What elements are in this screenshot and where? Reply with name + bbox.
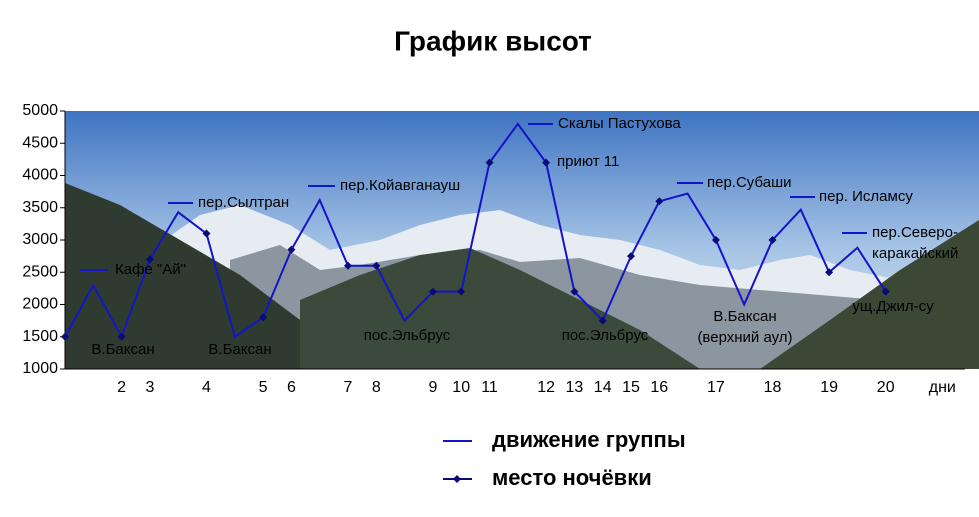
legend-marker — [453, 475, 461, 483]
x-tick-label: 17 — [707, 379, 725, 396]
marker — [542, 158, 551, 167]
annotation: пер. Исламсу — [819, 188, 913, 205]
y-tick-label: 4500 — [22, 134, 58, 151]
x-tick-label: 7 — [344, 379, 353, 396]
annotation: пер.Северо- — [872, 224, 958, 241]
x-tick-label: 2 — [117, 379, 126, 396]
annotation: В.Баксан — [91, 341, 154, 358]
legend: движение группы место ночёвки — [443, 427, 686, 490]
marker — [457, 287, 466, 296]
marker — [711, 236, 720, 244]
y-tick-label: 5000 — [22, 102, 58, 119]
marker — [570, 287, 579, 296]
legend-label: движение группы — [492, 427, 686, 452]
x-tick-label: 14 — [594, 379, 612, 396]
marker — [61, 332, 69, 341]
x-tick-label: 3 — [145, 379, 154, 396]
annotation: пос.Эльбрус — [562, 327, 649, 344]
y-tick-label: 2500 — [22, 263, 58, 280]
marker — [627, 252, 635, 261]
annotation: Кафе "Ай" — [115, 261, 186, 278]
y-tick-label: 4000 — [22, 167, 58, 184]
x-tick-label: 8 — [372, 379, 381, 396]
marker — [344, 261, 352, 270]
annotation: пос.Эльбрус — [364, 327, 451, 344]
x-tick-label: 12 — [537, 379, 555, 396]
x-tick-label: 10 — [452, 379, 470, 396]
marker — [881, 287, 890, 296]
background-photo — [65, 111, 979, 369]
x-tick-label: 13 — [566, 379, 584, 396]
annotation: пер.Субаши — [707, 174, 791, 191]
marker — [768, 236, 777, 244]
marker — [825, 268, 834, 277]
annotation: В.Баксан — [713, 308, 776, 325]
annotation: Скалы Пастухова — [558, 115, 681, 132]
legend-label: место ночёвки — [492, 465, 652, 490]
y-tick-label: 1000 — [22, 360, 58, 377]
annotation: пер.Сылтран — [198, 194, 289, 211]
marker — [372, 261, 381, 270]
marker — [287, 245, 296, 254]
x-tick-label: 15 — [622, 379, 640, 396]
x-tick-label: 20 — [877, 379, 895, 396]
x-tick-label: 18 — [764, 379, 782, 396]
annotation: приют 11 — [557, 153, 619, 170]
marker — [655, 197, 664, 206]
marker — [598, 316, 607, 325]
data-line — [64, 122, 887, 340]
x-tick-label: дни — [929, 379, 956, 396]
x-tick-label: 16 — [650, 379, 668, 396]
x-tick-label: 19 — [820, 379, 838, 396]
marker — [259, 313, 268, 322]
x-tick-label: 9 — [428, 379, 437, 396]
annotation: каракайский — [872, 245, 958, 262]
marker — [117, 332, 126, 341]
y-tick-label: 3500 — [22, 199, 58, 216]
annotation: пер.Койавганауш — [340, 177, 460, 194]
x-tick-label: 11 — [481, 379, 498, 396]
chart-title: График высот — [394, 25, 592, 56]
y-tick-label: 1500 — [22, 328, 58, 345]
marker — [145, 255, 154, 264]
x-tick-label: 4 — [202, 379, 211, 396]
marker — [202, 229, 211, 238]
annotation: (верхний аул) — [697, 329, 792, 346]
x-tick-label: 5 — [259, 379, 268, 396]
marker — [485, 158, 494, 167]
y-tick-label: 2000 — [22, 296, 58, 313]
y-tick-label: 3000 — [22, 231, 58, 248]
x-tick-label: 6 — [287, 379, 296, 396]
annotation: В.Баксан — [208, 341, 271, 358]
marker — [428, 287, 437, 296]
annotation: ущ.Джил-су — [852, 298, 934, 315]
